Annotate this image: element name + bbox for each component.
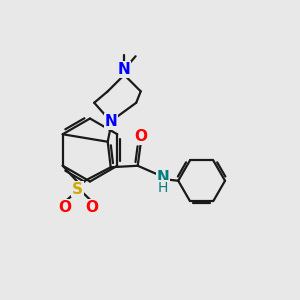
Text: N: N xyxy=(118,62,130,77)
Text: H: H xyxy=(158,181,168,195)
Text: S: S xyxy=(72,182,83,197)
Text: O: O xyxy=(134,129,147,144)
Text: O: O xyxy=(85,200,99,215)
Text: N: N xyxy=(104,114,117,129)
Text: O: O xyxy=(58,200,72,215)
Text: N: N xyxy=(157,170,169,185)
